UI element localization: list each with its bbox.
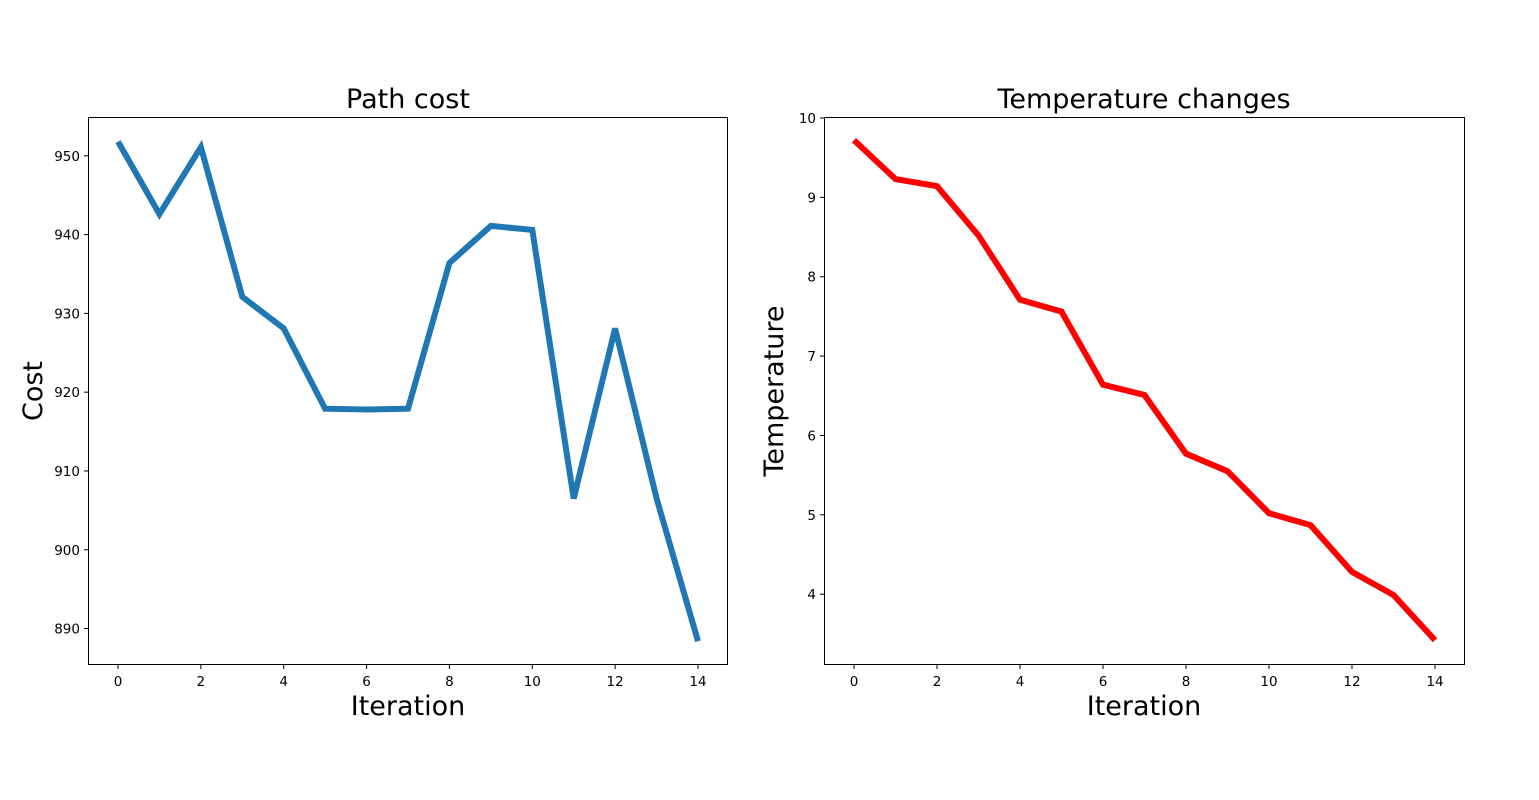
x-tick-label: 2: [933, 674, 942, 690]
x-tick-label: 8: [1182, 674, 1191, 690]
x-tick-label: 12: [607, 674, 624, 690]
y-tick-label: 6: [807, 428, 816, 444]
y-tick-label: 7: [807, 349, 816, 365]
plot-area: 0 2 4 6 8 10 12 14 890 900 910 920 930 940 950: [54, 139, 707, 690]
axes-frame: [824, 117, 1465, 665]
x-tick-label: 8: [445, 674, 454, 690]
series-line: [115, 139, 701, 643]
x-tick-label: 4: [279, 674, 288, 690]
y-tick-label: 10: [799, 111, 816, 127]
x-axis-label: Iteration: [1087, 691, 1202, 722]
path-cost-chart: Path cost 0 2 4 6 8 10 12 14 890 900 910 920 930 940 9…: [18, 84, 728, 722]
y-tick-label: 950: [54, 149, 80, 165]
x-tick-label: 6: [362, 674, 371, 690]
y-tick-label: 890: [54, 622, 80, 638]
y-tick-label: 910: [54, 464, 80, 480]
y-axis-label: Temperature: [759, 305, 790, 477]
chart-title: Path cost: [346, 84, 470, 115]
x-tick-label: 10: [524, 674, 541, 690]
x-tick-label: 4: [1016, 674, 1025, 690]
y-tick-label: 920: [54, 385, 80, 401]
x-tick-label: 0: [850, 674, 859, 690]
temperature-chart: Temperature changes 0 2 4 6 8 10 12 1445678910 …: [759, 84, 1465, 722]
x-tick-label: 14: [1426, 674, 1443, 690]
y-tick-label: 5: [807, 508, 816, 524]
y-axis-label: Cost: [18, 361, 49, 421]
x-axis-label: Iteration: [351, 691, 466, 722]
series-line: [851, 138, 1438, 643]
y-tick-label: 940: [54, 228, 80, 244]
x-tick-label: 6: [1099, 674, 1108, 690]
chart-title: Temperature changes: [996, 84, 1290, 115]
y-tick-label: 8: [807, 270, 816, 286]
x-tick-label: 2: [197, 674, 206, 690]
axes-frame: [88, 117, 728, 665]
x-tick-label: 12: [1343, 674, 1360, 690]
y-tick-label: 4: [807, 587, 816, 603]
y-tick-label: 9: [807, 190, 816, 206]
plot-area: 0 2 4 6 8 10 12 14 4 5 6 7 8 9 10: [799, 111, 1444, 690]
x-tick-label: 10: [1260, 674, 1277, 690]
x-tick-label: 14: [689, 674, 706, 690]
x-tick-label: 0: [114, 674, 123, 690]
y-tick-label: 900: [54, 543, 80, 559]
y-tick-label: 930: [54, 306, 80, 322]
